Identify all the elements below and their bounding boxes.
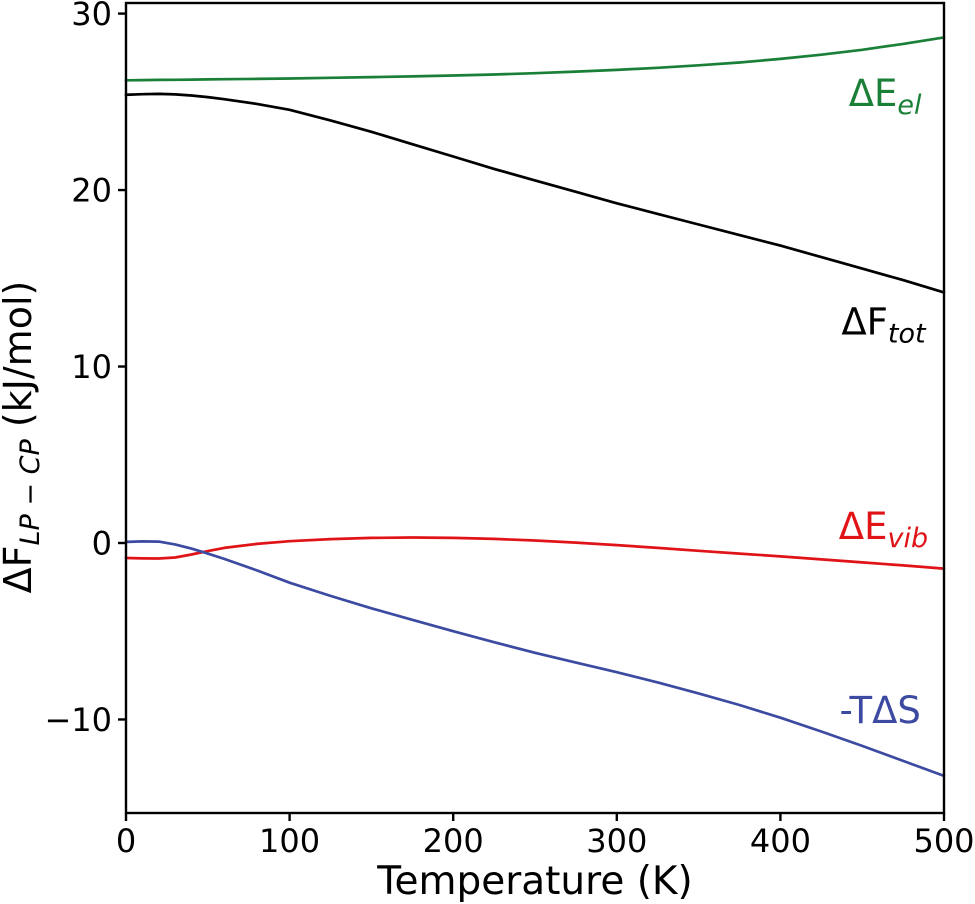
series-line-delta-F-tot: [124, 92, 946, 294]
x-tick-label: 100: [259, 822, 320, 860]
plot-frame: [124, 1, 946, 815]
y-axis-label: ΔFLP − CP (kJ/mol): [0, 281, 46, 594]
series-label-minus-T-delta-S: -TΔS: [840, 689, 921, 732]
y-tick-label: 0: [92, 525, 112, 563]
series-label-delta-E-vib: ΔEvib: [839, 505, 928, 554]
x-tick-label: 300: [586, 822, 647, 860]
x-tick-label: 0: [116, 822, 136, 860]
y-tick-label: 10: [71, 348, 112, 386]
x-tick-label: 400: [750, 822, 811, 860]
y-tick-label: 30: [71, 0, 112, 33]
x-tick-label: 200: [423, 822, 484, 860]
series-label-delta-E-el: ΔEel: [849, 72, 922, 121]
series-line-delta-E-vib: [124, 536, 946, 570]
series-line-minus-T-delta-S: [124, 540, 946, 778]
series-line-delta-E-el: [124, 36, 946, 82]
x-axis-label: Temperature (K): [376, 859, 692, 904]
series-label-delta-F-tot: ΔFtot: [841, 301, 927, 350]
x-tick-label: 500: [913, 822, 974, 860]
y-tick-label: 20: [71, 172, 112, 210]
y-tick-label: −10: [44, 701, 112, 739]
